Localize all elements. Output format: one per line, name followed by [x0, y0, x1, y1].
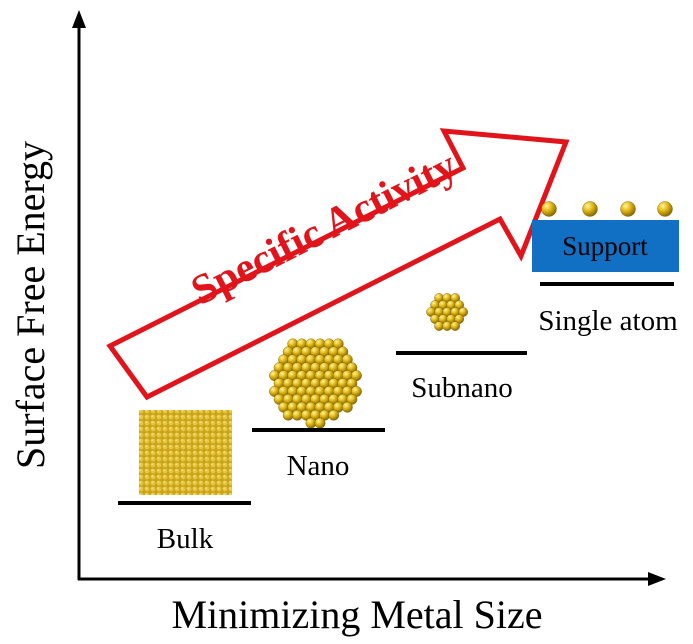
- stage-nano: Nano: [252, 338, 385, 482]
- gold-atom: [657, 201, 673, 217]
- stage-bulk: Bulk: [118, 410, 251, 555]
- gold-atom: [282, 409, 294, 421]
- gold-atom: [305, 417, 317, 429]
- nano-particle-image: [269, 338, 362, 429]
- x-axis-arrowhead: [648, 572, 666, 586]
- support-block: [532, 220, 679, 272]
- x-axis-title: Minimizing Metal Size: [171, 592, 542, 637]
- axes: [72, 10, 666, 586]
- gold-atom: [541, 201, 557, 217]
- subnano-label: Subnano: [411, 372, 513, 404]
- single-atom-label: Single atom: [538, 305, 678, 337]
- gold-atom: [291, 409, 303, 421]
- gold-atom: [328, 409, 340, 421]
- gold-atom: [314, 417, 326, 429]
- y-axis-arrowhead: [72, 10, 86, 28]
- support-label: Support: [562, 231, 648, 261]
- subnano-cluster-image: [426, 293, 469, 331]
- gold-atom: [450, 321, 460, 331]
- y-axis-title: Surface Free Energy: [8, 141, 53, 469]
- bulk-label: Bulk: [157, 523, 214, 555]
- nano-label: Nano: [287, 450, 350, 482]
- stage-single-atom: Support Single atom: [532, 201, 679, 337]
- single-atoms-image: [541, 201, 673, 217]
- trend-arrow-shape: [106, 128, 570, 401]
- gold-atom: [620, 201, 636, 217]
- stage-subnano: Subnano: [396, 293, 527, 404]
- gold-atom: [341, 401, 353, 413]
- gold-atom: [582, 201, 598, 217]
- bulk-metal-image: [139, 410, 232, 495]
- gold-atom: [434, 321, 444, 331]
- gold-atom: [442, 321, 452, 331]
